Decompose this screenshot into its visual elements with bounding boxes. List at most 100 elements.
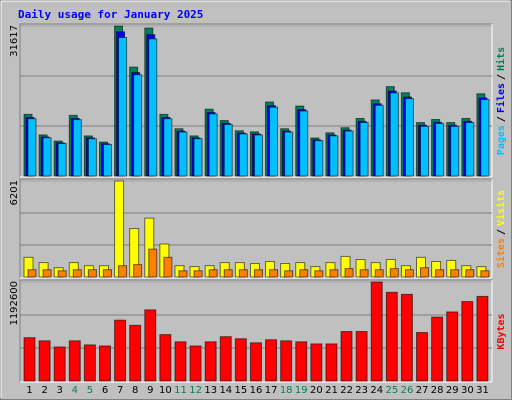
bar: [42, 269, 52, 278]
bar: [355, 331, 368, 382]
bar: [416, 332, 429, 382]
bar: [72, 119, 82, 177]
legend-entry: KBytes: [496, 313, 507, 349]
bar: [238, 133, 248, 177]
bar: [450, 269, 460, 278]
bar: [329, 269, 339, 278]
bar: [284, 131, 294, 177]
bar: [310, 343, 323, 382]
bar: [178, 131, 188, 177]
bar: [83, 344, 96, 382]
bar: [189, 345, 202, 382]
x-tick-label: 26: [401, 385, 414, 396]
bar: [223, 123, 233, 177]
bar: [204, 341, 217, 382]
x-tick-label: 18: [280, 385, 293, 396]
bar: [144, 309, 157, 382]
bar: [208, 269, 218, 278]
x-tick-label: 7: [117, 385, 123, 396]
x-tick-label: 5: [87, 385, 93, 396]
x-tick-label: 24: [370, 385, 383, 396]
bar: [389, 268, 399, 278]
bar: [159, 334, 172, 382]
bar: [269, 106, 279, 177]
bar: [57, 143, 67, 177]
x-tick-label: 30: [461, 385, 474, 396]
bar: [223, 269, 233, 278]
bar: [114, 180, 125, 278]
x-tick-label: 25: [386, 385, 399, 396]
y-tick-label: 1192600: [9, 281, 20, 326]
legend-entry: Hits: [495, 47, 507, 71]
bar: [72, 269, 82, 278]
x-tick-label: 13: [204, 385, 217, 396]
bar: [461, 301, 474, 382]
bar: [344, 130, 354, 177]
bar: [435, 122, 445, 177]
legend-separator: /: [496, 74, 507, 80]
bar: [148, 248, 158, 278]
x-tick-label: 20: [310, 385, 323, 396]
bar: [480, 99, 490, 177]
x-tick-label: 8: [132, 385, 138, 396]
bar: [446, 311, 459, 382]
bar: [178, 270, 188, 278]
bar: [193, 270, 203, 278]
x-tick-label: 27: [416, 385, 429, 396]
bar: [480, 270, 490, 278]
bar: [87, 269, 97, 278]
legend: KBytes: [496, 313, 507, 349]
bar: [133, 264, 143, 278]
chart-title: Daily usage for January 2025: [18, 8, 203, 21]
x-tick-label: 4: [72, 385, 78, 396]
bar: [325, 343, 338, 382]
bar: [295, 341, 308, 382]
bar: [87, 138, 97, 177]
bar: [476, 295, 489, 382]
legend-entry: Visits: [495, 190, 507, 226]
bar: [148, 38, 158, 177]
bar: [314, 270, 324, 278]
legend: Pages / Files / Hits: [495, 47, 507, 155]
x-tick-label: 22: [340, 385, 353, 396]
bar: [265, 339, 278, 382]
bar: [219, 336, 232, 382]
legend-entry: Pages: [496, 125, 507, 155]
bar: [102, 269, 112, 278]
bar: [133, 74, 143, 177]
x-tick-label: 15: [235, 385, 248, 396]
bar: [404, 269, 414, 278]
bar: [269, 269, 279, 278]
bar: [385, 291, 398, 382]
x-tick-label: 19: [295, 385, 308, 396]
bar: [68, 340, 81, 382]
bar: [299, 269, 309, 278]
x-tick-label: 9: [147, 385, 153, 396]
bar: [234, 338, 247, 382]
x-tick-label: 11: [174, 385, 187, 396]
x-tick-label: 14: [219, 385, 232, 396]
x-tick-label: 29: [446, 385, 459, 396]
x-tick-label: 16: [250, 385, 263, 396]
x-tick-label: 12: [189, 385, 202, 396]
bar: [163, 118, 173, 177]
x-tick-label: 17: [265, 385, 278, 396]
y-tick-label: 6201: [9, 180, 20, 205]
bar: [23, 337, 36, 382]
bar: [163, 256, 173, 278]
x-tick-label: 23: [355, 385, 368, 396]
x-tick-label: 10: [159, 385, 172, 396]
legend-separator: /: [496, 229, 507, 235]
bar: [284, 270, 294, 278]
legend-entry: Sites: [495, 238, 507, 268]
bar: [114, 319, 127, 382]
x-tick-label: 2: [41, 385, 47, 396]
bar: [53, 346, 66, 382]
bar: [400, 293, 413, 382]
x-tick-label: 1: [26, 385, 32, 396]
bar: [249, 342, 262, 382]
x-tick-label: 31: [476, 385, 489, 396]
legend-entry: Files: [495, 83, 507, 113]
bar: [465, 269, 475, 278]
x-tick-label: 3: [57, 385, 63, 396]
